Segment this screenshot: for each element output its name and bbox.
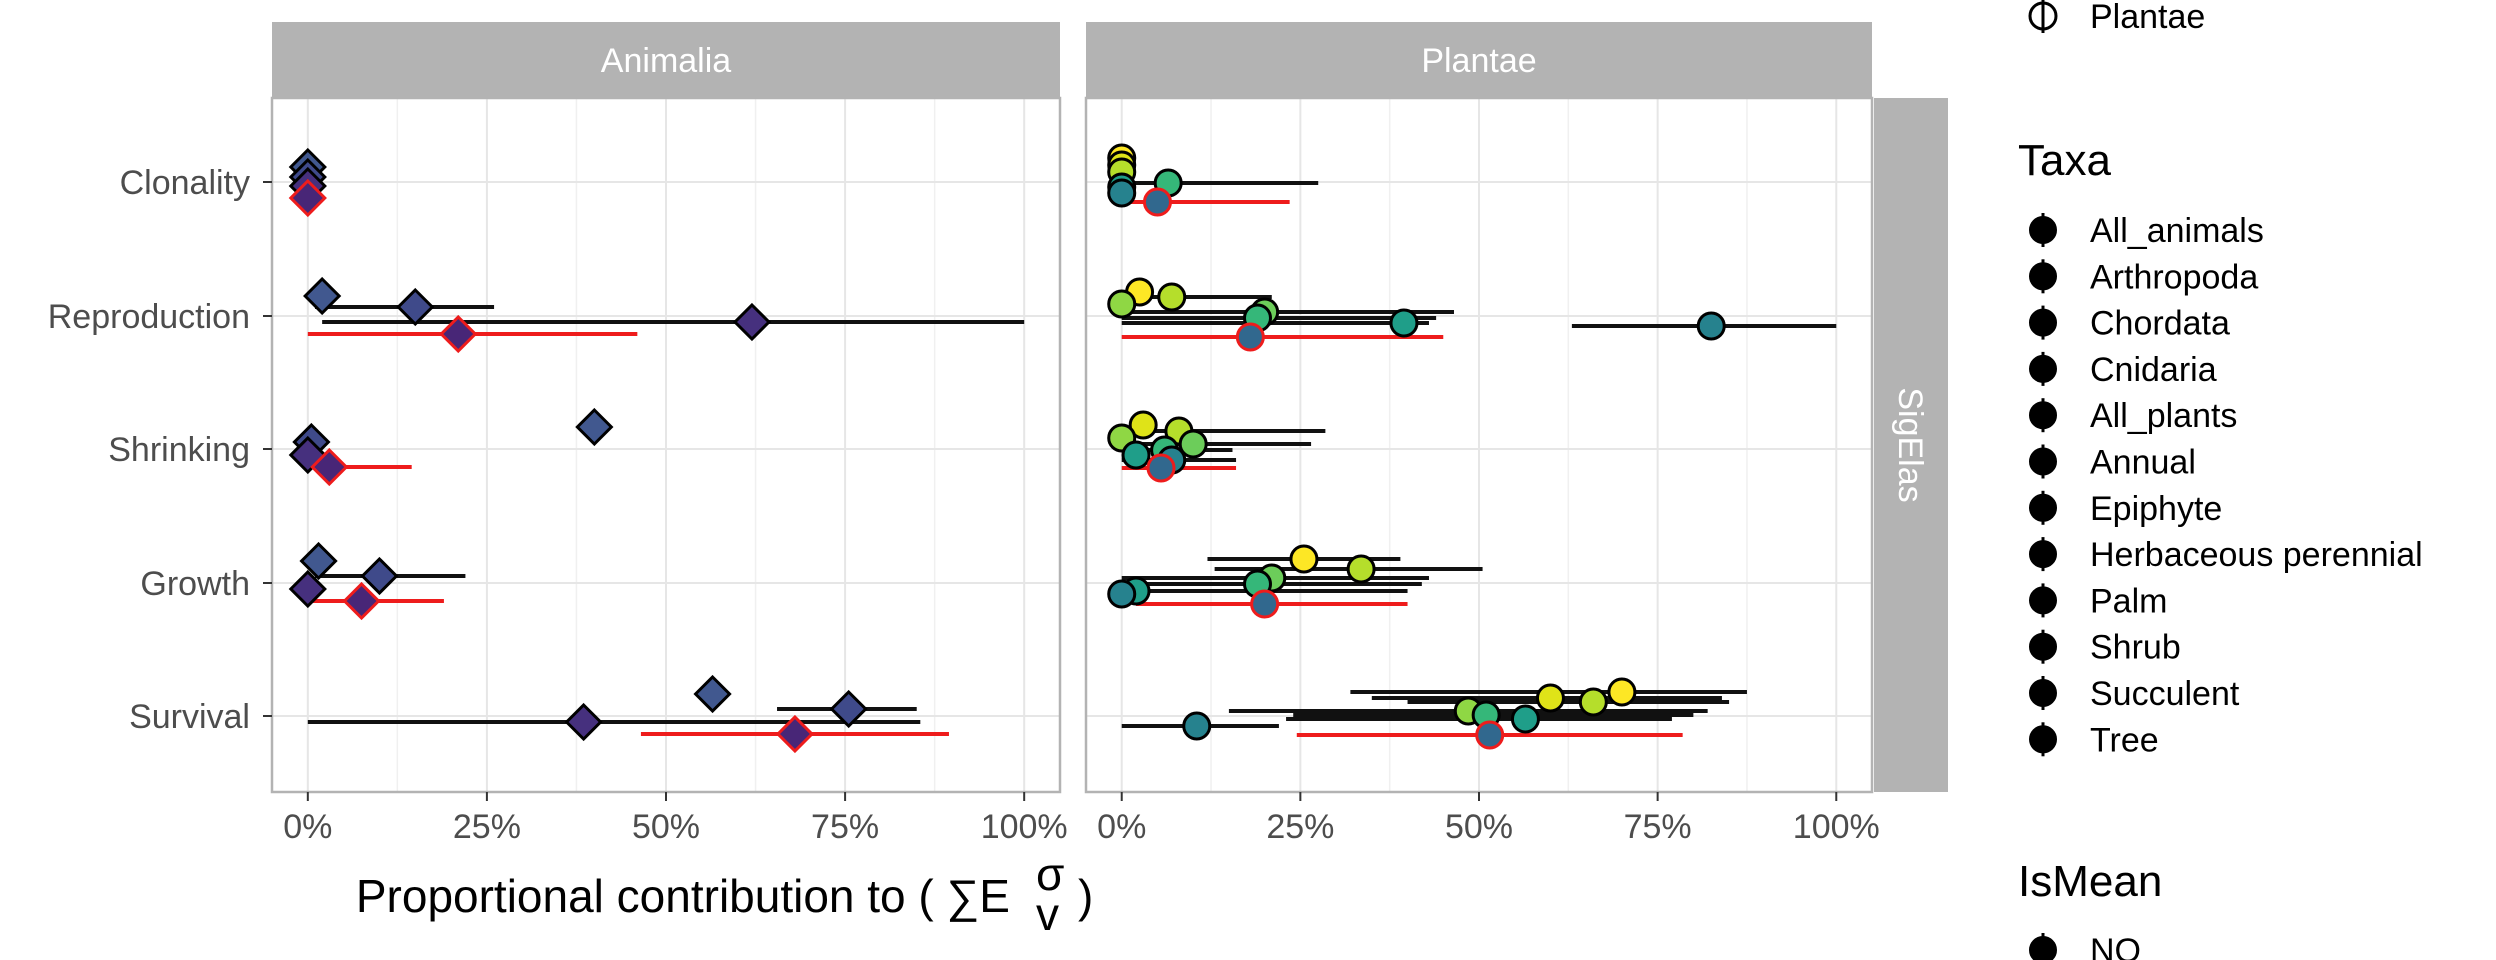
legend-label: Arthropoda (2090, 258, 2258, 296)
legend-key-plantae (2028, 0, 2058, 33)
x-tick-label: 75% (1624, 808, 1692, 846)
x-tick-label: 25% (453, 808, 521, 846)
point-shrinking (1121, 440, 1151, 470)
x-axis-title-close-paren: ) (1078, 870, 1093, 922)
point-reproduction (1235, 322, 1265, 352)
legend-key (2029, 213, 2057, 247)
legend-title-ismean: IsMean (2018, 857, 2162, 906)
legend-key (2029, 398, 2057, 433)
strip-label-plantae: Plantae (1421, 42, 1536, 80)
point-clonality (1107, 178, 1137, 208)
point-growth (1289, 544, 1319, 574)
x-tick-label: 0% (283, 808, 332, 846)
legend: Plantae Taxa All_animals Arthropoda Chordata… (2018, 0, 2423, 960)
point-growth (1250, 589, 1280, 619)
point-clonality (288, 178, 327, 218)
x-tick-label: 0% (1097, 808, 1146, 846)
point-clonality (1142, 187, 1172, 217)
point-reproduction (732, 302, 772, 342)
legend-label: Tree (2090, 721, 2159, 759)
legend-label: Annual (2090, 444, 2196, 482)
legend-key (2029, 351, 2057, 386)
strip-row (1874, 98, 1948, 792)
point-growth (342, 581, 381, 621)
legend-label: Shrub (2090, 629, 2181, 667)
y-tick-label-reproduction: Reproduction (48, 298, 250, 336)
point-survival (1578, 687, 1608, 717)
point-shrinking (575, 407, 614, 447)
legend-label: Herbaceous perennial (2090, 536, 2423, 574)
legend-key (2029, 305, 2057, 340)
y-tick-label-clonality: Clonality (120, 164, 250, 202)
point-growth (1346, 554, 1376, 584)
x-axis-title: Proportional contribution to ( ∑E (356, 870, 1010, 922)
legend-label: Palm (2090, 582, 2167, 620)
y-tick-label-shrinking: Shrinking (108, 431, 250, 469)
legend-key (2029, 676, 2057, 710)
point-reproduction (1696, 311, 1726, 341)
legend-label: Epiphyte (2090, 490, 2222, 528)
legend-label: Succulent (2090, 675, 2240, 713)
point-growth (1107, 579, 1137, 609)
point-survival (775, 714, 815, 754)
x-tick-label: 50% (1445, 808, 1513, 846)
point-shrinking (310, 447, 349, 487)
x-tick-label: 25% (1266, 808, 1334, 846)
point-survival (693, 674, 732, 714)
point-survival (1510, 704, 1540, 734)
strip-animalia (272, 22, 1060, 98)
legend-title-taxa: Taxa (2018, 136, 2111, 185)
point-growth (299, 541, 338, 581)
legend-key (2029, 259, 2057, 294)
legend-key (2029, 933, 2057, 960)
point-growth (288, 569, 327, 609)
point-survival (1182, 711, 1212, 741)
legend-label: All_plants (2090, 397, 2237, 435)
x-axis-title-superscript: σ (1036, 848, 1064, 900)
point-shrinking (1128, 410, 1158, 440)
legend-label: Chordata (2090, 305, 2230, 343)
point-shrinking (1178, 429, 1208, 459)
point-reproduction (396, 287, 435, 327)
point-reproduction (303, 276, 342, 316)
panel-animalia (270, 96, 1062, 794)
point-reproduction (1157, 282, 1187, 312)
point-survival (1607, 677, 1637, 707)
panel-plantae (1084, 96, 1874, 794)
legend-key (2029, 444, 2057, 479)
legend-key (2029, 629, 2057, 664)
legend-label: NO (2090, 932, 2141, 960)
point-survival (564, 702, 603, 742)
legend-key (2029, 490, 2057, 525)
strip-label-animalia: Animalia (601, 42, 731, 80)
x-tick-label: 100% (981, 808, 1068, 846)
x-tick-label: 75% (811, 808, 879, 846)
x-tick-label: 100% (1793, 808, 1880, 846)
point-survival (829, 689, 868, 729)
legend-key (2029, 537, 2057, 572)
strip-row-label: SigElas (1891, 387, 1929, 502)
legend-label: Cnidaria (2090, 351, 2217, 389)
point-reproduction (439, 314, 478, 354)
x-tick-label: 50% (632, 808, 700, 846)
point-reproduction (1107, 289, 1137, 319)
facet-strips: Animalia Plantae SigElas (272, 22, 1948, 792)
strip-plantae (1086, 22, 1872, 98)
panels (270, 96, 1874, 794)
legend-key (2029, 722, 2057, 757)
point-growth (360, 556, 399, 596)
point-survival (1475, 720, 1505, 750)
point-reproduction (1389, 308, 1419, 338)
x-axis-title-subscript: v (1036, 888, 1059, 940)
y-tick-label-growth: Growth (140, 565, 250, 603)
axes: 0% 25% 50% 75% 100% 0% 25% 50% 75% 100% Clonality R… (48, 164, 1880, 846)
legend-label: Plantae (2090, 0, 2205, 36)
legend-label: All_animals (2090, 212, 2264, 250)
y-tick-label-survival: Survival (129, 698, 250, 736)
legend-key (2029, 583, 2057, 618)
point-survival (1535, 683, 1565, 713)
point-shrinking (1146, 453, 1176, 483)
